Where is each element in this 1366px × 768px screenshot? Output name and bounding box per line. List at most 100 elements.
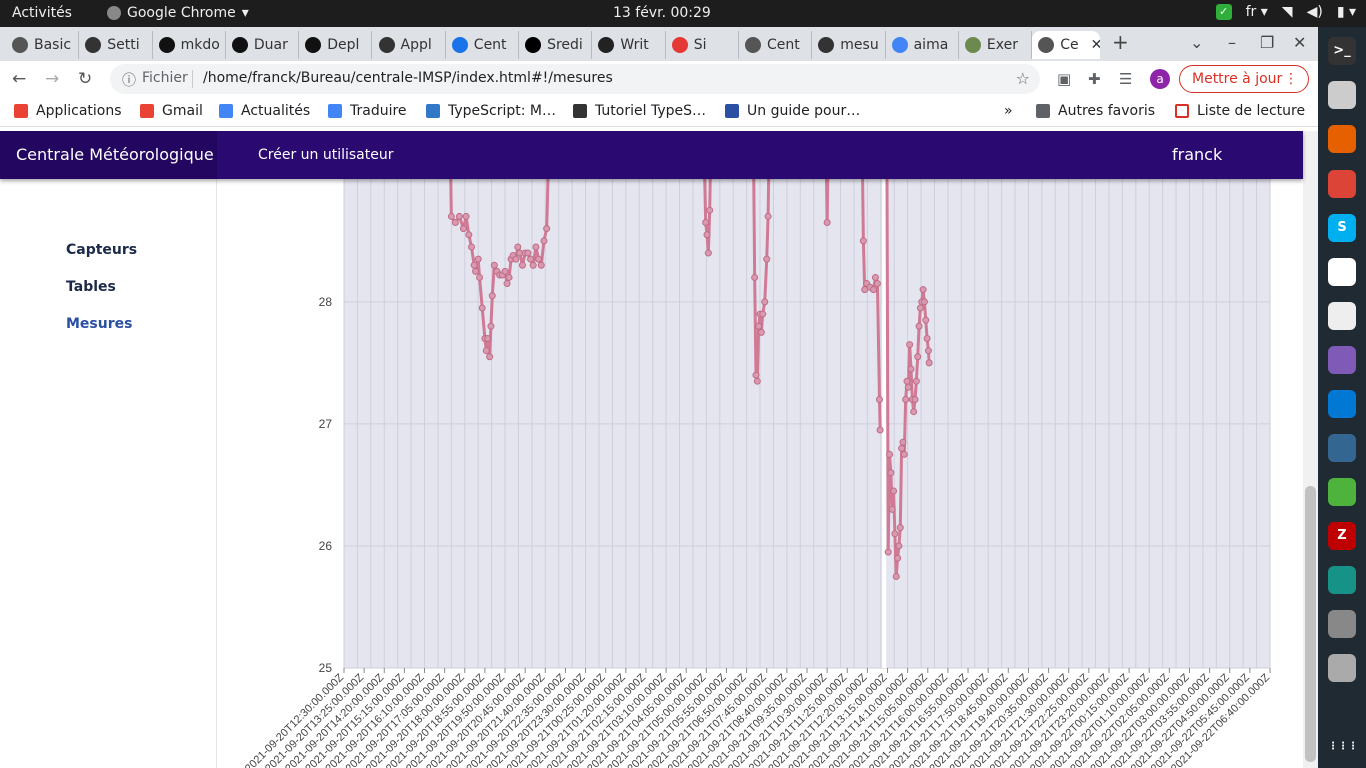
tab[interactable]: Cent (739, 31, 813, 59)
data-point (752, 371, 760, 379)
clock[interactable]: 13 févr. 00:29 (613, 5, 711, 21)
data-point (869, 286, 877, 294)
reload-icon[interactable]: ↻ (78, 69, 93, 89)
tab[interactable]: Si (666, 31, 739, 59)
chrome-icon[interactable] (1328, 170, 1356, 198)
info-icon[interactable]: ⓘ (122, 73, 136, 89)
data-point (501, 267, 509, 275)
data-point (923, 334, 931, 342)
terminal-icon[interactable]: >_ (1328, 37, 1356, 65)
document-icon[interactable] (1328, 302, 1356, 330)
tab[interactable]: Depl (299, 31, 373, 59)
tab[interactable]: Duar (226, 31, 300, 59)
tab-label: Exer (986, 37, 1018, 53)
url-text[interactable]: /home/franck/Bureau/centrale-IMSP/index.… (203, 70, 613, 86)
filezilla-icon[interactable]: Z (1328, 522, 1356, 550)
chrome-icon (107, 6, 121, 20)
bookmark-item[interactable]: Applications (14, 103, 122, 119)
data-point (478, 304, 486, 312)
data-point (476, 273, 484, 281)
maximize-icon[interactable]: ❐ (1260, 33, 1275, 52)
sidebar-item-mesures[interactable]: Mesures (66, 316, 133, 332)
data-point (529, 261, 537, 269)
firefox-icon[interactable] (1328, 125, 1356, 153)
tab-search-icon[interactable]: ⌄ (1190, 33, 1204, 52)
tab[interactable]: Writ (592, 31, 666, 59)
editor-icon[interactable] (1328, 258, 1356, 286)
bookmark-star-icon[interactable]: ☆ (1015, 69, 1030, 88)
tab[interactable]: Cent (446, 31, 520, 59)
bookmark-item[interactable]: Un guide pour… (725, 103, 860, 119)
puzzle-icon[interactable]: ✚ (1088, 70, 1101, 88)
data-point (894, 554, 902, 562)
app-menu[interactable]: Google Chrome ▾ (107, 5, 249, 21)
emacs-icon[interactable] (1328, 346, 1356, 374)
user-menu[interactable]: franck (1172, 145, 1223, 164)
sidebar-item-tables[interactable]: Tables (66, 279, 116, 295)
data-point (482, 347, 490, 355)
mongodb-icon[interactable] (1328, 478, 1356, 506)
update-button[interactable]: Mettre à jour ⋮ (1179, 65, 1309, 93)
reading-list[interactable]: Liste de lecture (1175, 103, 1305, 119)
tab-label: Cent (767, 37, 800, 53)
reading-list-icon[interactable]: ☰ (1119, 70, 1133, 88)
data-point (922, 316, 930, 324)
gitkraken-icon[interactable] (1328, 566, 1356, 594)
postgres-icon[interactable] (1328, 434, 1356, 462)
data-point (884, 548, 892, 556)
bookmark-favicon-icon (140, 104, 154, 118)
address-bar[interactable]: ⓘ Fichier /home/franck/Bureau/centrale-I… (110, 64, 1040, 94)
data-point (490, 261, 498, 269)
bookmarks-more[interactable]: » (1004, 103, 1013, 119)
data-point (890, 487, 898, 495)
sidebar-item-capteurs[interactable]: Capteurs (66, 242, 138, 258)
back-icon[interactable]: ← (12, 69, 27, 89)
wifi-icon: ◥ (1281, 4, 1293, 20)
tab[interactable]: Basic (6, 31, 80, 59)
minimize-icon[interactable]: – (1228, 33, 1236, 52)
data-point (886, 450, 894, 458)
bookmark-item[interactable]: Gmail (140, 103, 203, 119)
activities-button[interactable]: Activités (12, 5, 72, 21)
data-point (462, 212, 470, 220)
tab[interactable]: mesu (812, 31, 886, 59)
brand-link[interactable]: Centrale Météorologique (0, 131, 217, 179)
tab[interactable]: Ce ✕ (1032, 31, 1101, 59)
tab[interactable]: Appl (373, 31, 446, 59)
scrollbar-thumb[interactable] (1305, 486, 1316, 762)
extension-icon[interactable]: ▣ (1057, 70, 1072, 88)
app-grid-icon[interactable]: ⋮⋮⋮ (1328, 733, 1358, 761)
disc-icon[interactable] (1328, 610, 1356, 638)
data-point (470, 261, 478, 269)
data-point (518, 261, 526, 269)
app-navbar: Centrale Météorologique Créer un utilisa… (0, 131, 1303, 179)
tab-label: Writ (620, 37, 649, 53)
tab[interactable]: Sredi (519, 31, 593, 59)
menu-dots-icon[interactable]: ⋮ (1284, 71, 1298, 87)
tab[interactable]: mkdo (153, 31, 226, 59)
other-bookmarks[interactable]: Autres favoris (1036, 103, 1155, 119)
forward-icon[interactable]: → (45, 69, 60, 89)
tab-favicon-icon (1038, 37, 1055, 53)
bookmark-item[interactable]: Tutoriel TypeS… (573, 103, 706, 119)
bookmark-item[interactable]: Actualités (219, 103, 310, 119)
tab[interactable]: Exer (959, 31, 1033, 59)
language-indicator[interactable]: fr ▾ (1245, 4, 1268, 20)
drive-icon[interactable] (1328, 654, 1356, 682)
reading-list-label: Liste de lecture (1197, 103, 1306, 119)
system-tray[interactable]: ✓ fr ▾ ◥ ◀) ▮ ▾ (1215, 4, 1356, 20)
new-tab-button[interactable]: + (1112, 30, 1129, 54)
data-point (916, 304, 924, 312)
bookmark-item[interactable]: Traduire (328, 103, 407, 119)
skype-icon[interactable]: S (1328, 214, 1356, 242)
tab[interactable]: Setti (79, 31, 153, 59)
files-icon[interactable] (1328, 81, 1356, 109)
tab-favicon-icon (378, 37, 395, 53)
close-window-icon[interactable]: ✕ (1293, 33, 1307, 52)
profile-avatar[interactable]: a (1150, 69, 1170, 89)
bookmark-item[interactable]: TypeScript: M… (426, 103, 556, 119)
create-user-link[interactable]: Créer un utilisateur (258, 147, 394, 163)
tab[interactable]: aima (886, 31, 959, 59)
vscode-icon[interactable] (1328, 390, 1356, 418)
tab-close-icon[interactable]: ✕ (1090, 37, 1101, 53)
